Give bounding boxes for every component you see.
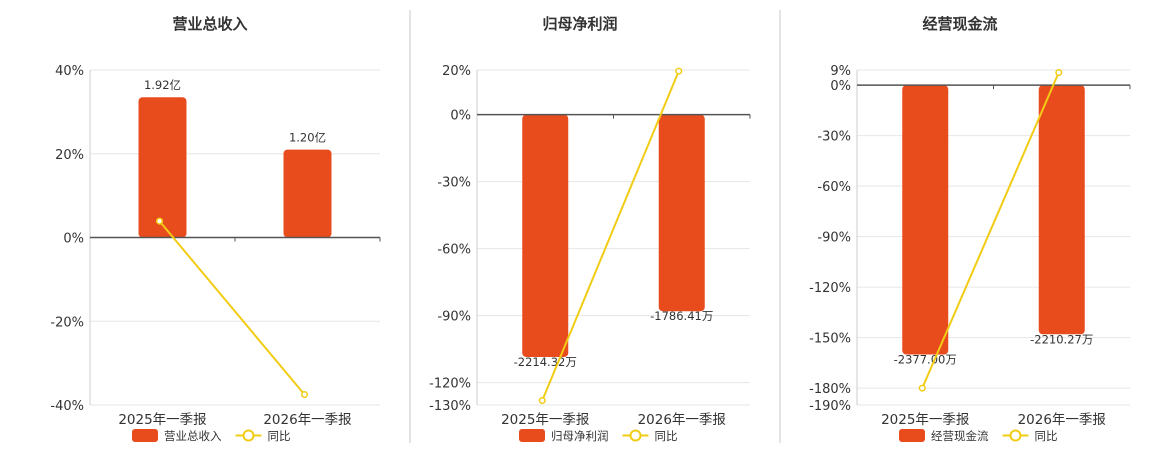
legend-label-bar[interactable]: 归母净利润 — [551, 429, 609, 443]
chart-title: 归母净利润 — [542, 15, 617, 33]
yoy-line — [158, 220, 306, 396]
legend-marker-line — [1009, 429, 1022, 442]
bar-1[interactable] — [902, 85, 949, 355]
legend-swatch-bar[interactable] — [519, 429, 545, 442]
y-tick-label: -90% — [437, 310, 471, 325]
y-tick-label: 40% — [55, 64, 84, 79]
y-tick-label: 0% — [63, 232, 84, 247]
chart-panel-3: 经营现金流 9%0% -30% -60% -90% -120% -150% -180% -190… — [809, 15, 1131, 443]
y-tick-label: -180% — [809, 382, 851, 397]
bar-2[interactable] — [658, 114, 705, 312]
legend-label-line[interactable]: 同比 — [1035, 429, 1058, 443]
legend-swatch-bar[interactable] — [899, 429, 925, 442]
y-tick-label: -30% — [817, 130, 851, 145]
yoy-line — [921, 72, 1060, 389]
y-tick-label: -30% — [437, 176, 471, 191]
y-tick-label: 0% — [450, 109, 471, 124]
yoy-point-1[interactable] — [538, 396, 546, 405]
chart-title: 营业总收入 — [172, 15, 247, 33]
yoy-point-2[interactable] — [1055, 68, 1063, 77]
y-tick-label: -20% — [50, 315, 84, 330]
y-tick-label: -60% — [437, 243, 471, 258]
x-tick-label: 2026年一季报 — [1018, 412, 1106, 428]
y-tick-label: 20% — [55, 148, 84, 163]
y-tick-label: 9% — [830, 64, 851, 79]
x-tick-label: 2025年一季报 — [881, 412, 969, 428]
bar-data-label: -1786.41万 — [650, 309, 713, 323]
y-tick-label: -60% — [817, 180, 851, 195]
legend: 经营现金流 同比 — [899, 429, 1058, 443]
y-tick-label: -120% — [809, 281, 851, 296]
legend-label-bar[interactable]: 经营现金流 — [931, 429, 989, 443]
legend-marker-line — [242, 429, 255, 442]
legend-swatch-bar[interactable] — [132, 429, 158, 442]
yoy-point-1[interactable] — [155, 217, 164, 225]
legend: 归母净利润 同比 — [519, 429, 678, 443]
y-tick-label: -40% — [50, 399, 84, 414]
y-tick-label: -190% — [809, 399, 851, 414]
yoy-point-1[interactable] — [918, 384, 926, 392]
bar-1[interactable] — [522, 114, 569, 357]
legend-marker-line — [629, 429, 642, 442]
legend: 营业总收入 同比 — [132, 429, 291, 443]
bar-data-label: -2210.27万 — [1030, 332, 1093, 346]
chart-panel-2: 归母净利润 20% 0% -30% -60% -90% -120% -130% -2214.32… — [429, 15, 751, 443]
bar-2[interactable] — [283, 149, 332, 238]
yoy-point-2[interactable] — [300, 390, 309, 399]
legend-label-bar[interactable]: 营业总收入 — [164, 429, 222, 443]
bar-data-label: 1.20亿 — [289, 131, 326, 145]
x-tick-label: 2025年一季报 — [501, 412, 589, 428]
y-tick-label: -90% — [817, 231, 851, 246]
chart-panel-1: 营业总收入 40% 20% 0% -20% -40% 1.92亿 1.20亿 2025年一季报 2… — [50, 15, 381, 443]
y-tick-label: 20% — [442, 64, 471, 79]
legend-label-line[interactable]: 同比 — [268, 429, 291, 443]
x-tick-label: 2026年一季报 — [638, 412, 726, 428]
yoy-point-2[interactable] — [675, 67, 683, 75]
x-tick-label: 2026年一季报 — [263, 412, 351, 428]
y-tick-label: -130% — [429, 399, 471, 414]
y-tick-label: -150% — [809, 332, 851, 347]
chart-title: 经营现金流 — [922, 15, 997, 33]
y-tick-label: -120% — [429, 377, 471, 392]
y-tick-label: 0% — [830, 79, 851, 94]
legend-label-line[interactable]: 同比 — [655, 429, 678, 443]
bar-data-label: -2214.32万 — [514, 355, 577, 369]
bar-2[interactable] — [1038, 85, 1085, 335]
bar-data-label: 1.92亿 — [144, 78, 181, 92]
bar-data-label: -2377.00万 — [894, 352, 957, 366]
bar-1[interactable] — [138, 97, 187, 238]
x-tick-label: 2025年一季报 — [118, 412, 206, 428]
yoy-line — [541, 70, 680, 401]
